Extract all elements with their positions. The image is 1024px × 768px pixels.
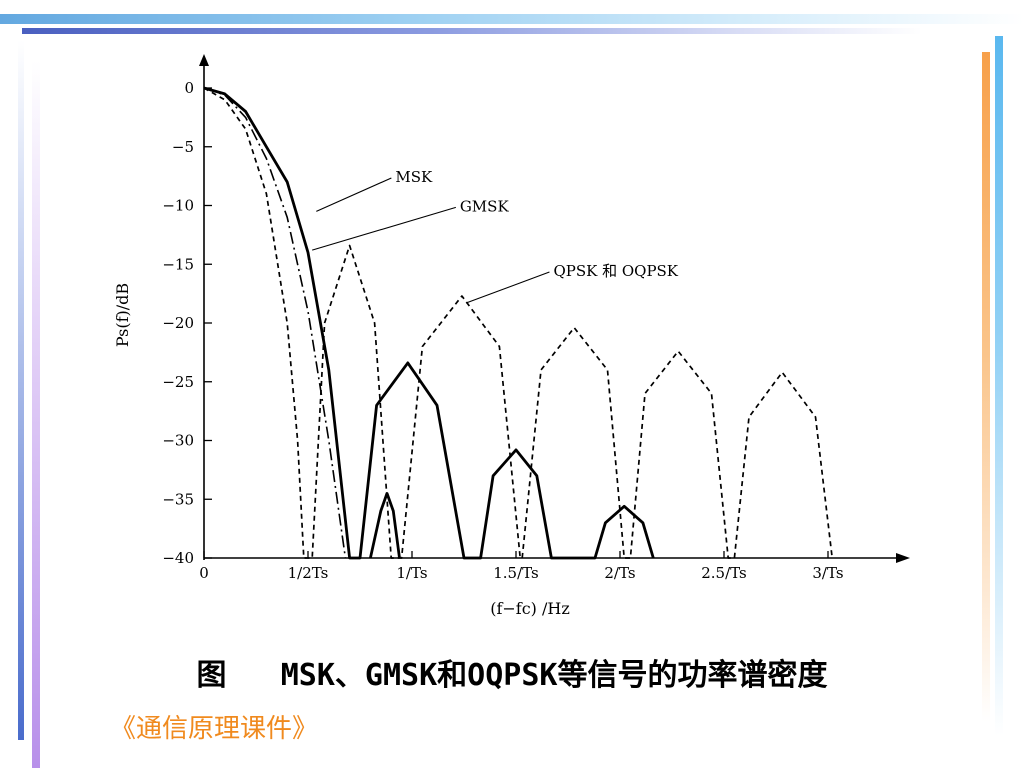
x-tick-label: 1/Ts	[396, 564, 427, 582]
y-tick-label: −25	[162, 373, 194, 391]
series-line-gmsk	[203, 87, 347, 559]
y-tick-label: −20	[162, 314, 194, 332]
right-decor-bar-orange	[982, 52, 990, 722]
y-tick-label: −10	[162, 197, 194, 215]
y-tick-label: −15	[162, 255, 194, 273]
left-decor-bar-blue	[18, 40, 24, 740]
annotation-leader	[312, 206, 456, 251]
x-tick-label: 2/Ts	[604, 564, 635, 582]
top-decor-band	[0, 14, 1024, 24]
y-tick-label: 0	[184, 79, 194, 97]
x-tick-label: 3/Ts	[812, 564, 843, 582]
course-footer: 《通信原理课件》	[110, 714, 319, 744]
series-line-msk-sidelobe-3	[369, 492, 401, 559]
annotation-leader	[316, 177, 392, 212]
right-decor-bar-blue	[995, 36, 1003, 736]
annotation-label: GMSK	[460, 197, 510, 215]
x-tick-label: 0	[199, 564, 209, 582]
left-decor-bar-purple	[32, 60, 40, 768]
figure-caption: 图 MSK、GMSK和OQPSK等信号的功率谱密度	[196, 658, 828, 693]
x-axis-arrow	[896, 553, 910, 563]
x-tick-label: 1/2Ts	[288, 564, 329, 582]
annotation-label: MSK	[395, 168, 433, 186]
y-tick-label: −40	[162, 549, 194, 567]
y-axis-label: Ps(f)/dB	[113, 283, 132, 347]
y-axis-arrow	[199, 54, 209, 66]
psd-chart: 0 −5 −10 −15 −20 −25 −30 −35 −40 0 1/2Ts 1/Ts 1.5/Ts…	[113, 54, 910, 618]
annotation-leader	[465, 271, 550, 304]
series-line-msk	[203, 86, 655, 560]
annotation-label: QPSK 和 OQPSK	[553, 262, 678, 280]
y-tick-label: −5	[172, 138, 194, 156]
y-tick-label: −35	[162, 490, 194, 508]
x-tick-label: 1.5/Ts	[493, 564, 539, 582]
y-tick-label: −30	[162, 432, 194, 450]
x-tick-label: 2.5/Ts	[701, 564, 747, 582]
top-decor-band-secondary	[22, 28, 922, 34]
x-axis-label: (f−fc) /Hz	[490, 599, 570, 618]
series-line-qpsk	[203, 87, 834, 559]
